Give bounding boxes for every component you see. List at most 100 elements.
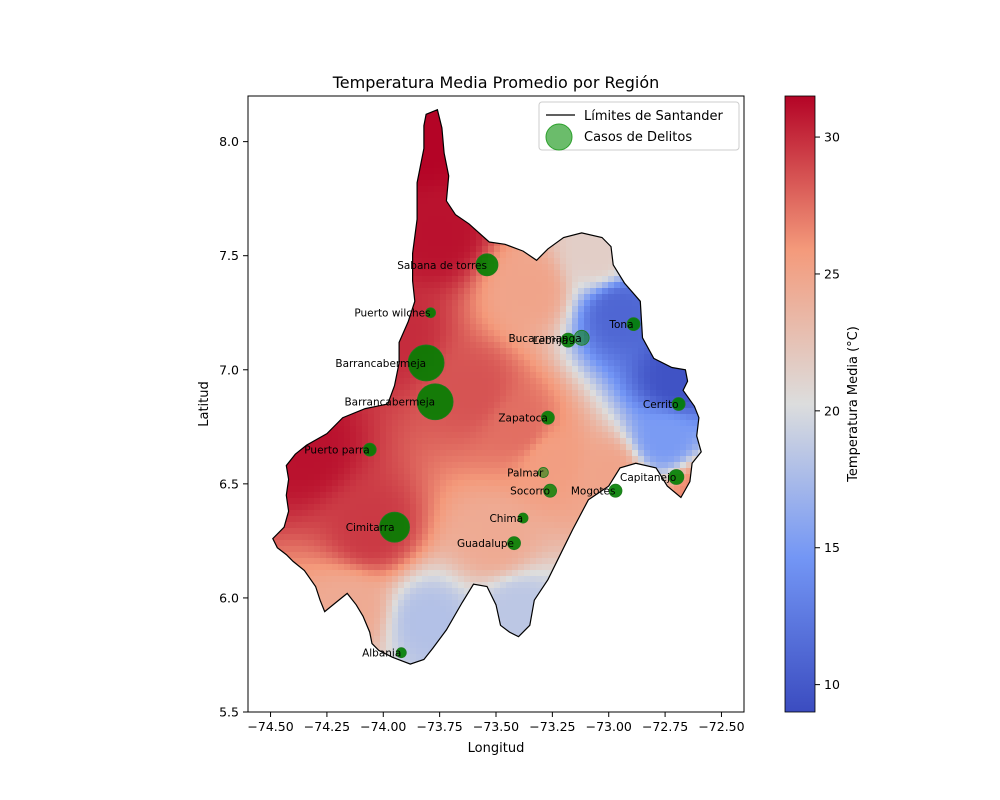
temperature-cell xyxy=(446,438,453,445)
temperature-cell xyxy=(392,210,399,217)
temperature-cell xyxy=(290,618,297,625)
temperature-cell xyxy=(488,696,495,703)
temperature-cell xyxy=(344,672,351,679)
temperature-cell xyxy=(314,708,321,715)
temperature-cell xyxy=(404,546,411,553)
temperature-cell xyxy=(272,156,279,163)
temperature-cell xyxy=(404,468,411,475)
temperature-cell xyxy=(506,318,513,325)
temperature-cell xyxy=(398,234,405,241)
temperature-cell xyxy=(350,162,357,169)
temperature-cell xyxy=(452,354,459,361)
temperature-cell xyxy=(308,342,315,349)
temperature-cell xyxy=(356,540,363,547)
temperature-cell xyxy=(272,618,279,625)
temperature-cell xyxy=(392,498,399,505)
temperature-cell xyxy=(512,558,519,565)
temperature-cell xyxy=(506,162,513,169)
temperature-cell xyxy=(404,702,411,709)
temperature-cell xyxy=(458,660,465,665)
temperature-cell xyxy=(386,156,393,163)
temperature-cell xyxy=(506,192,513,199)
temperature-cell xyxy=(500,348,507,355)
temperature-cell xyxy=(434,258,441,265)
temperature-cell xyxy=(356,192,363,199)
temperature-cell xyxy=(452,468,459,475)
temperature-cell xyxy=(434,504,441,511)
temperature-cell xyxy=(410,624,417,631)
temperature-cell xyxy=(356,414,363,421)
temperature-cell xyxy=(452,156,459,163)
temperature-cell xyxy=(260,282,267,289)
temperature-cell xyxy=(524,462,531,469)
temperature-cell xyxy=(416,612,423,619)
temperature-cell xyxy=(476,156,483,163)
temperature-cell xyxy=(278,510,285,517)
temperature-cell xyxy=(470,306,477,313)
temperature-cell xyxy=(488,126,495,133)
temperature-cell xyxy=(278,162,285,169)
temperature-cell xyxy=(278,180,285,187)
temperature-cell xyxy=(308,354,315,361)
temperature-cell xyxy=(452,384,459,391)
temperature-cell xyxy=(464,642,471,649)
temperature-cell xyxy=(416,636,423,643)
temperature-cell xyxy=(302,630,309,637)
temperature-cell xyxy=(386,606,393,613)
temperature-cell xyxy=(416,678,423,685)
temperature-cell xyxy=(350,618,357,625)
temperature-cell xyxy=(278,216,285,223)
temperature-cell xyxy=(536,348,543,355)
temperature-cell xyxy=(470,528,477,535)
temperature-cell xyxy=(458,198,465,205)
temperature-cell xyxy=(368,570,375,577)
temperature-cell xyxy=(356,528,363,535)
temperature-cell xyxy=(530,660,537,665)
temperature-cell xyxy=(464,228,471,235)
temperature-cell xyxy=(470,240,477,247)
temperature-cell xyxy=(248,696,255,703)
temperature-cell xyxy=(368,120,375,127)
temperature-cell xyxy=(284,372,291,379)
temperature-cell xyxy=(338,120,345,127)
temperature-cell xyxy=(260,180,267,187)
temperature-cell xyxy=(422,276,429,283)
temperature-cell xyxy=(356,510,363,517)
temperature-cell xyxy=(488,342,495,349)
temperature-cell xyxy=(254,534,261,541)
temperature-cell xyxy=(302,510,309,517)
temperature-cell xyxy=(278,696,285,703)
temperature-cell xyxy=(398,174,405,181)
temperature-cell xyxy=(440,150,447,157)
temperature-cell xyxy=(368,192,375,199)
temperature-cell xyxy=(338,150,345,157)
temperature-cell xyxy=(404,612,411,619)
temperature-cell xyxy=(458,564,465,571)
temperature-cell xyxy=(296,138,303,145)
temperature-cell xyxy=(512,444,519,451)
temperature-cell xyxy=(254,174,261,181)
temperature-cell xyxy=(308,456,315,463)
temperature-cell xyxy=(488,684,495,691)
temperature-cell xyxy=(278,564,285,571)
temperature-cell xyxy=(326,114,333,121)
temperature-cell xyxy=(512,174,519,181)
temperature-cell xyxy=(524,180,531,187)
temperature-cell xyxy=(374,522,381,529)
temperature-cell xyxy=(500,534,507,541)
temperature-cell xyxy=(494,420,501,427)
temperature-cell xyxy=(488,109,495,115)
temperature-cell xyxy=(470,594,477,601)
temperature-cell xyxy=(290,258,297,265)
temperature-cell xyxy=(536,324,543,331)
temperature-cell xyxy=(260,306,267,313)
temperature-cell xyxy=(248,372,255,379)
temperature-cell xyxy=(434,564,441,571)
temperature-cell xyxy=(332,480,339,487)
temperature-cell xyxy=(428,228,435,235)
temperature-cell xyxy=(500,540,507,547)
temperature-cell xyxy=(386,450,393,457)
temperature-cell xyxy=(350,528,357,535)
temperature-cell xyxy=(302,426,309,433)
temperature-cell xyxy=(482,138,489,145)
